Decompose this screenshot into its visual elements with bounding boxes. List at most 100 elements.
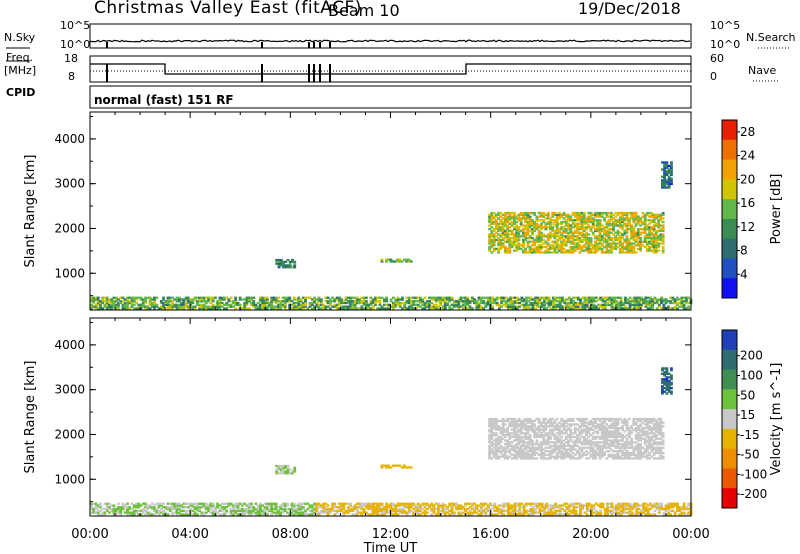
data-cell [563, 300, 567, 303]
data-cell [598, 441, 602, 444]
data-cell [407, 502, 411, 505]
data-cell [346, 511, 350, 514]
data-cell [279, 513, 283, 516]
data-cell [567, 506, 571, 509]
data-cell [596, 435, 600, 439]
data-cell [387, 305, 391, 308]
data-cell [596, 453, 600, 456]
data-cell [488, 219, 492, 222]
data-cell [528, 219, 532, 222]
data-cell [522, 448, 525, 451]
data-cell [367, 307, 371, 310]
data-cell [198, 298, 202, 301]
data-cell [105, 509, 109, 512]
data-cell [522, 231, 525, 234]
data-cell [567, 219, 570, 222]
data-cell [495, 509, 499, 512]
data-cell [457, 511, 461, 514]
data-cell [288, 260, 292, 263]
data-cell [606, 502, 609, 505]
data-cell [270, 303, 274, 306]
data-cell [585, 506, 589, 509]
data-cell [256, 307, 260, 310]
data-cell [492, 217, 496, 220]
data-cell [464, 301, 467, 305]
data-cell [608, 300, 612, 303]
data-cell [573, 426, 577, 430]
data-cell [533, 419, 537, 422]
data-cell [492, 417, 496, 421]
data-cell [497, 228, 501, 231]
data-cell [108, 300, 111, 303]
data-cell [654, 237, 658, 240]
data-cell [522, 450, 525, 453]
data-cell [284, 464, 288, 468]
data-cell [582, 417, 586, 421]
data-cell [191, 513, 195, 516]
data-cell [430, 307, 434, 310]
data-cell [533, 226, 537, 229]
data-cell [551, 251, 555, 254]
data-cell [457, 301, 461, 305]
data-cell [211, 300, 215, 303]
data-cell [520, 303, 524, 306]
data-cell [540, 238, 543, 242]
data-cell [626, 502, 630, 505]
data-cell [494, 213, 498, 216]
data-cell [410, 305, 413, 308]
data-cell [173, 506, 177, 509]
data-cell [277, 258, 281, 262]
data-cell [650, 219, 654, 222]
data-cell [585, 457, 588, 460]
data-cell [603, 237, 606, 240]
data-cell [168, 502, 172, 505]
data-cell [193, 507, 197, 511]
data-cell [510, 457, 514, 460]
data-cell [355, 513, 359, 516]
data-cell [353, 301, 357, 305]
data-cell [661, 184, 664, 187]
data-cell [608, 506, 612, 509]
data-cell [571, 419, 575, 422]
data-cell [499, 430, 503, 433]
data-cell [446, 506, 449, 509]
data-cell [392, 509, 395, 512]
data-cell [216, 504, 220, 507]
data-cell [553, 441, 557, 444]
data-cell [353, 506, 357, 509]
data-cell [319, 509, 323, 512]
data-cell [130, 502, 134, 505]
data-cell [519, 457, 523, 460]
data-cell [661, 179, 664, 182]
data-cell [544, 421, 548, 424]
data-cell [405, 301, 409, 305]
data-cell [551, 235, 555, 238]
data-cell [563, 301, 567, 305]
data-cell [261, 509, 265, 512]
data-cell [488, 439, 492, 442]
data-cell [261, 303, 265, 306]
data-cell [277, 509, 280, 512]
data-cell [598, 229, 602, 233]
data-cell [583, 303, 587, 306]
data-cell [182, 307, 186, 310]
data-cell [448, 305, 452, 308]
data-cell [508, 432, 512, 435]
data-cell [558, 504, 562, 507]
data-cell [488, 247, 492, 250]
data-cell [218, 305, 222, 308]
data-cell [537, 249, 541, 252]
data-cell [591, 244, 595, 247]
data-cell [564, 448, 568, 451]
data-cell [499, 219, 503, 222]
data-cell [589, 423, 593, 426]
data-cell [572, 300, 576, 303]
data-cell [555, 435, 559, 439]
data-cell [288, 303, 292, 306]
data-cell [119, 296, 123, 299]
data-cell [207, 507, 211, 511]
data-cell [301, 513, 305, 516]
data-cell [241, 513, 244, 516]
data-cell [506, 439, 510, 442]
data-cell [292, 303, 296, 306]
